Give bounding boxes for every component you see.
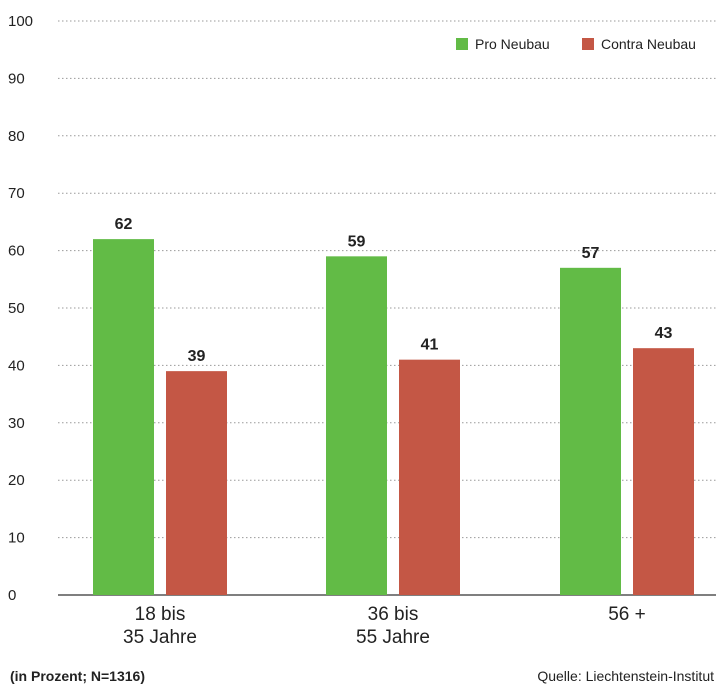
- sample-note: (in Prozent; N=1316): [10, 668, 145, 684]
- bar: [633, 348, 694, 595]
- x-category-label: 35 Jahre: [123, 627, 197, 648]
- data-label: 57: [582, 245, 600, 262]
- x-category-label: 18 bis: [135, 604, 186, 625]
- x-category-label: 56 +: [608, 604, 646, 625]
- legend-label: Pro Neubau: [475, 36, 550, 52]
- y-tick-label: 30: [8, 415, 25, 432]
- source-label: Quelle: Liechtenstein-Institut: [537, 668, 714, 684]
- y-tick-label: 20: [8, 472, 25, 489]
- y-tick-label: 60: [8, 243, 25, 260]
- legend-swatch: [456, 38, 468, 50]
- y-tick-label: 40: [8, 357, 25, 374]
- data-label: 41: [421, 337, 439, 354]
- y-tick-label: 100: [8, 13, 33, 30]
- bar: [166, 371, 227, 595]
- y-tick-label: 90: [8, 70, 25, 87]
- x-category-label: 55 Jahre: [356, 627, 430, 648]
- bar: [399, 359, 460, 595]
- legend-swatch: [582, 38, 594, 50]
- x-category-label: 36 bis: [368, 604, 419, 625]
- y-tick-label: 10: [8, 530, 25, 547]
- y-tick-label: 50: [8, 300, 25, 317]
- bar: [93, 239, 154, 595]
- bar: [326, 256, 387, 595]
- data-label: 43: [655, 325, 673, 342]
- data-label: 39: [188, 348, 206, 365]
- data-label: 59: [348, 233, 366, 250]
- y-tick-label: 0: [8, 587, 16, 604]
- bar: [560, 267, 621, 595]
- y-tick-label: 70: [8, 185, 25, 202]
- y-tick-label: 80: [8, 128, 25, 145]
- data-label: 62: [115, 216, 133, 233]
- legend-label: Contra Neubau: [601, 36, 696, 52]
